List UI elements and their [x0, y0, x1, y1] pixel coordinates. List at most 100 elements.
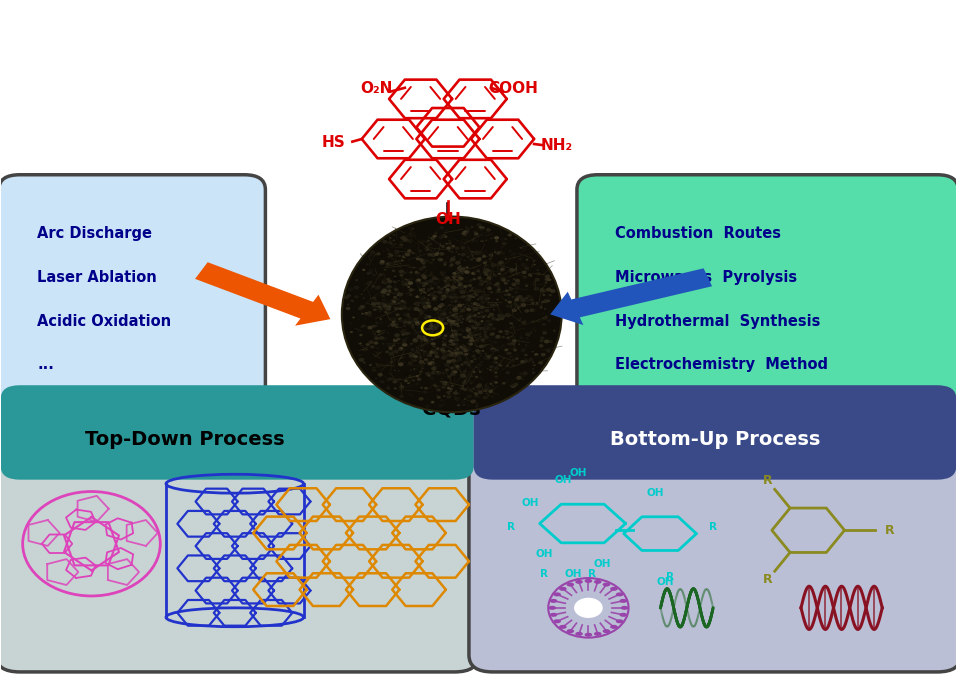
Circle shape	[483, 389, 488, 392]
Text: OH: OH	[522, 498, 539, 508]
Text: HS: HS	[322, 135, 345, 150]
Circle shape	[469, 277, 475, 281]
Circle shape	[480, 300, 485, 304]
Circle shape	[531, 306, 534, 308]
Circle shape	[363, 297, 365, 299]
Circle shape	[433, 327, 437, 331]
Circle shape	[465, 227, 470, 231]
Circle shape	[441, 316, 443, 318]
Circle shape	[488, 312, 492, 314]
Circle shape	[450, 263, 454, 266]
Circle shape	[456, 301, 457, 302]
Circle shape	[502, 314, 506, 318]
Circle shape	[442, 319, 444, 320]
Circle shape	[408, 375, 412, 378]
Circle shape	[541, 312, 545, 314]
Circle shape	[468, 284, 472, 287]
Circle shape	[517, 314, 519, 316]
Circle shape	[438, 371, 442, 373]
Circle shape	[358, 315, 362, 318]
Circle shape	[480, 387, 485, 389]
Circle shape	[397, 298, 400, 300]
Circle shape	[544, 308, 546, 310]
Circle shape	[475, 251, 480, 255]
Circle shape	[485, 355, 490, 359]
Circle shape	[393, 316, 396, 318]
Circle shape	[379, 310, 382, 312]
Circle shape	[382, 318, 386, 321]
Circle shape	[545, 287, 551, 291]
Circle shape	[460, 271, 465, 274]
Circle shape	[449, 296, 454, 299]
Circle shape	[499, 312, 503, 314]
Circle shape	[479, 329, 482, 330]
Circle shape	[415, 350, 419, 354]
Circle shape	[397, 295, 399, 296]
Circle shape	[451, 343, 456, 346]
Circle shape	[452, 259, 456, 262]
Circle shape	[389, 318, 393, 320]
Circle shape	[469, 363, 471, 364]
Circle shape	[545, 315, 548, 318]
Circle shape	[513, 302, 519, 306]
Circle shape	[448, 360, 451, 362]
Circle shape	[380, 291, 382, 293]
Circle shape	[375, 293, 379, 295]
Circle shape	[481, 339, 484, 341]
Circle shape	[488, 254, 494, 257]
Circle shape	[435, 251, 439, 254]
Circle shape	[448, 294, 452, 297]
Circle shape	[480, 311, 483, 314]
Circle shape	[489, 334, 492, 337]
Circle shape	[428, 362, 433, 365]
Circle shape	[448, 304, 452, 306]
Circle shape	[374, 287, 380, 290]
Circle shape	[432, 401, 434, 403]
Circle shape	[512, 339, 517, 342]
Circle shape	[429, 242, 432, 244]
Circle shape	[367, 272, 370, 274]
Circle shape	[379, 273, 384, 276]
Circle shape	[454, 349, 456, 352]
Circle shape	[510, 336, 512, 337]
Circle shape	[431, 332, 434, 333]
Text: CQDs: CQDs	[422, 400, 481, 418]
Circle shape	[543, 294, 545, 296]
Circle shape	[410, 278, 413, 281]
Circle shape	[487, 355, 491, 358]
Circle shape	[458, 315, 463, 318]
Circle shape	[422, 242, 424, 243]
Circle shape	[399, 263, 401, 264]
Circle shape	[496, 301, 500, 304]
Circle shape	[463, 285, 467, 288]
Circle shape	[447, 256, 449, 258]
Circle shape	[472, 266, 477, 269]
Circle shape	[399, 319, 404, 322]
FancyBboxPatch shape	[20, 441, 455, 466]
Circle shape	[461, 246, 465, 249]
Circle shape	[459, 287, 464, 290]
Circle shape	[511, 383, 515, 386]
Circle shape	[547, 299, 550, 302]
Circle shape	[478, 363, 482, 366]
Circle shape	[415, 295, 419, 298]
Circle shape	[501, 268, 503, 270]
Circle shape	[470, 375, 474, 377]
Circle shape	[450, 320, 456, 324]
Circle shape	[543, 331, 546, 335]
Circle shape	[456, 368, 458, 370]
Circle shape	[486, 387, 491, 391]
Circle shape	[490, 356, 492, 358]
Circle shape	[468, 371, 473, 374]
Circle shape	[496, 251, 501, 255]
Circle shape	[535, 330, 537, 331]
Circle shape	[384, 286, 389, 290]
Circle shape	[472, 254, 475, 256]
Circle shape	[512, 251, 514, 252]
Circle shape	[419, 339, 424, 342]
Circle shape	[450, 335, 455, 338]
Circle shape	[495, 309, 497, 310]
Circle shape	[430, 324, 434, 327]
Circle shape	[434, 320, 435, 322]
Circle shape	[477, 270, 479, 272]
